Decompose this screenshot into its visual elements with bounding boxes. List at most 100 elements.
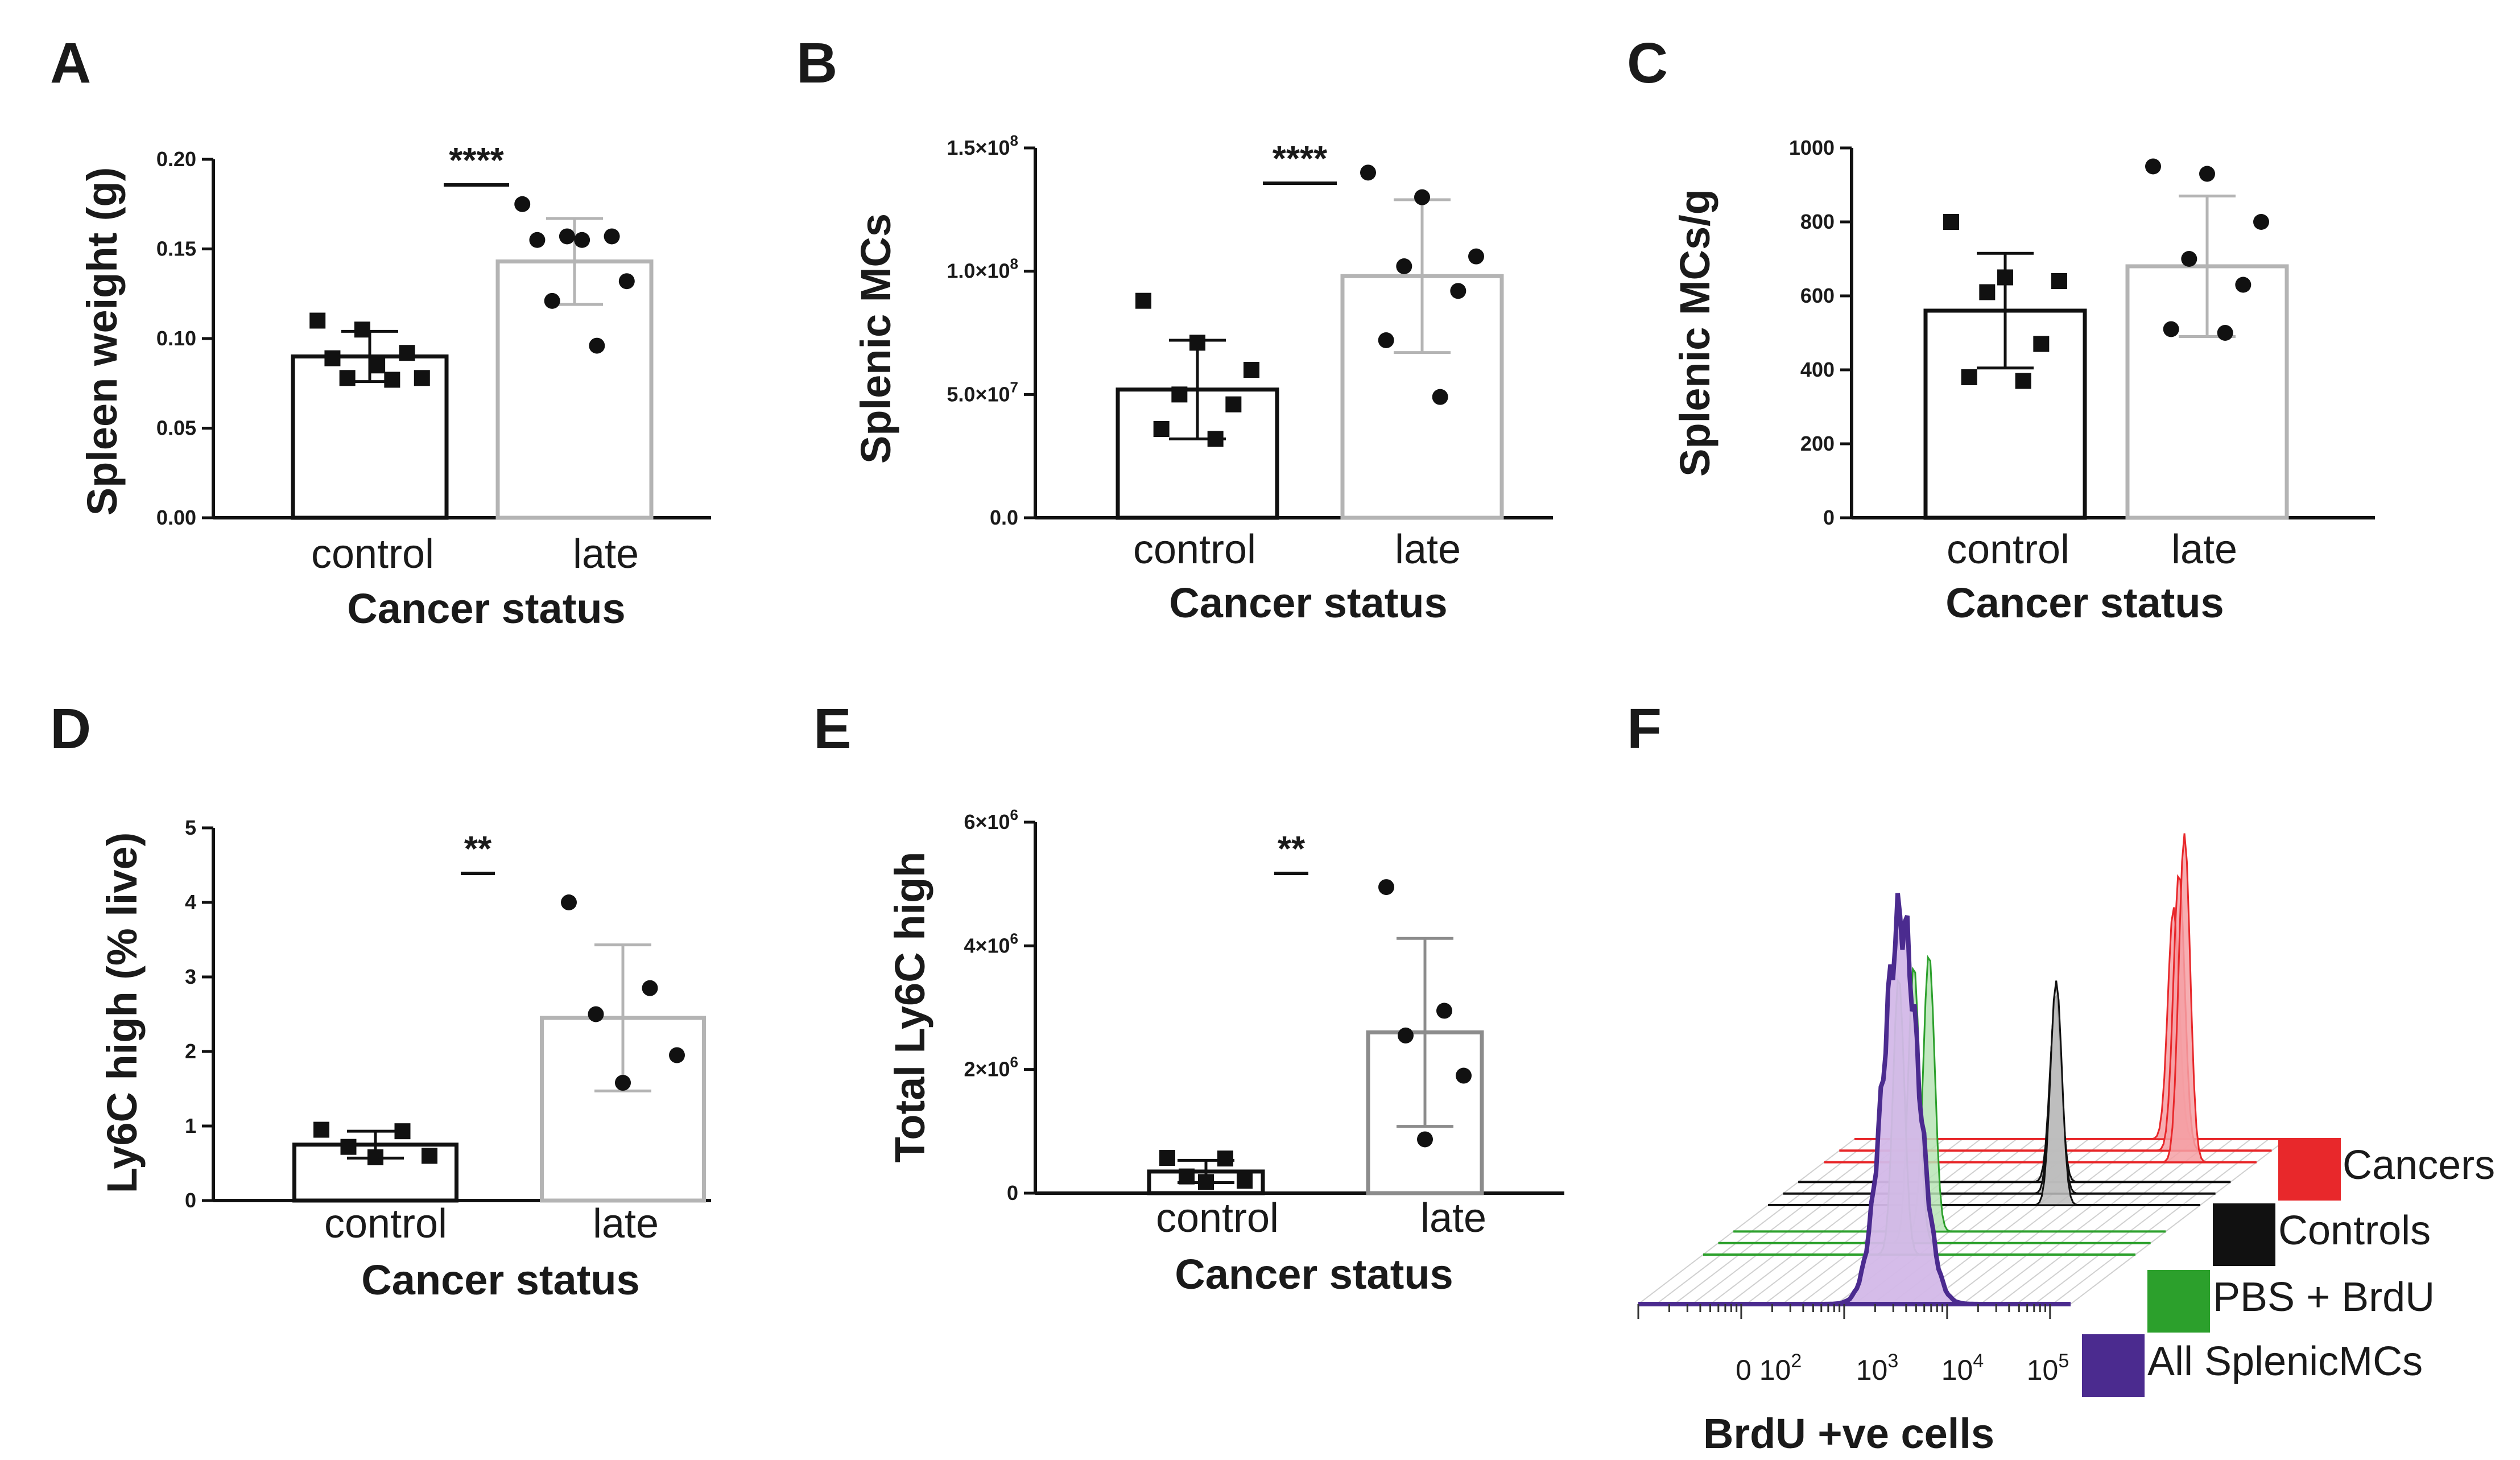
- data-point: [514, 196, 531, 212]
- data-point: [399, 345, 415, 361]
- significance-label: ****: [449, 141, 504, 180]
- y-tick-label: 1.5×108: [947, 132, 1018, 159]
- x-axis-title: Cancer status: [1945, 579, 2224, 626]
- y-tick-label: 4: [185, 890, 196, 914]
- grid-line: [2052, 1139, 2269, 1305]
- data-point: [1961, 369, 1977, 385]
- data-point: [1378, 879, 1394, 896]
- data-point: [414, 370, 430, 386]
- y-tick-label: 0.10: [156, 327, 196, 350]
- data-point: [588, 1006, 604, 1022]
- category-label: late: [2171, 527, 2237, 572]
- histogram-peak-1: [1798, 1004, 2231, 1183]
- panel-label: D: [50, 697, 91, 761]
- grid-line: [1638, 1139, 1855, 1305]
- legend-swatch: [2213, 1203, 2275, 1266]
- data-point: [2181, 251, 2197, 267]
- y-axis-title: Total Ly6C high: [886, 852, 933, 1163]
- x-tick-label: 103: [1856, 1350, 1899, 1386]
- y-axis-title: Splenic MCs: [852, 213, 899, 464]
- y-tick-label: 0.0: [990, 506, 1018, 529]
- data-point: [559, 228, 575, 245]
- histogram-peak-2: [1733, 955, 2166, 1232]
- y-tick-label: 5.0×107: [947, 378, 1018, 406]
- data-point: [574, 232, 590, 248]
- data-point: [2235, 277, 2252, 293]
- data-point: [2253, 214, 2269, 230]
- x-axis-title: Cancer status: [347, 585, 625, 632]
- legend-label: Controls: [2278, 1208, 2431, 1253]
- x-tick-label: 105: [2027, 1350, 2069, 1386]
- data-point: [1468, 248, 1484, 265]
- y-tick-label: 0.05: [156, 416, 196, 440]
- data-point: [1225, 396, 1242, 413]
- data-point: [1237, 1173, 1253, 1189]
- data-point: [1456, 1067, 1472, 1084]
- category-label: control: [324, 1201, 447, 1247]
- data-point: [1198, 1174, 1214, 1190]
- legend-swatch: [2082, 1334, 2145, 1397]
- y-tick-label: 0.15: [156, 237, 196, 261]
- y-tick-label: 0.20: [156, 147, 196, 171]
- significance-label: **: [1278, 830, 1306, 869]
- data-point: [1189, 335, 1205, 351]
- data-point: [2163, 321, 2179, 337]
- significance-label: ****: [1273, 139, 1328, 179]
- data-point: [384, 372, 400, 388]
- data-point: [2015, 373, 2031, 389]
- data-point: [669, 1047, 685, 1063]
- grid-line: [1656, 1139, 1873, 1305]
- data-point: [1217, 1150, 1233, 1167]
- category-label: control: [1156, 1195, 1279, 1241]
- grid-line: [2070, 1139, 2287, 1305]
- panel-label: A: [50, 31, 91, 95]
- legend-label: PBS + BrdU: [2213, 1275, 2435, 1320]
- x-tick-label: 102: [1759, 1350, 1802, 1386]
- y-tick-label: 6×106: [964, 806, 1018, 834]
- data-point: [324, 350, 341, 366]
- data-point: [604, 228, 620, 245]
- data-point: [1159, 1150, 1175, 1166]
- histogram-x-axis: 0 102 103 104 105: [1637, 1304, 2069, 1386]
- category-label: control: [1133, 527, 1256, 572]
- y-tick-label: 0: [1823, 506, 1835, 529]
- data-point: [1450, 283, 1466, 299]
- y-tick-label: 0: [185, 1189, 196, 1212]
- data-point: [589, 337, 605, 354]
- data-point: [615, 1075, 631, 1091]
- data-point: [1360, 164, 1376, 181]
- panel-label: F: [1627, 697, 1662, 761]
- y-tick-label: 1000: [1789, 136, 1835, 159]
- x-tick-label: 104: [1941, 1350, 1984, 1386]
- grid-line: [1944, 1139, 2161, 1305]
- grid-line: [1908, 1139, 2125, 1305]
- data-point: [369, 357, 386, 374]
- data-point: [2145, 158, 2161, 175]
- data-point: [1244, 362, 1259, 378]
- data-point: [1943, 214, 1959, 230]
- y-axis-title: Spleen weight (g): [79, 167, 126, 516]
- grid-line: [2034, 1139, 2252, 1305]
- legend-label: Cancers: [2343, 1143, 2495, 1188]
- data-point: [1153, 421, 1170, 437]
- histogram-peak-1: [1783, 993, 2216, 1195]
- data-point: [422, 1148, 437, 1164]
- panel-a: A 0.00 0.05 0.10 0.15 0.20 control late **** Canc…: [50, 31, 711, 632]
- data-point: [1979, 284, 1996, 300]
- data-point: [561, 894, 577, 910]
- histogram-peak-1: [1768, 980, 2200, 1206]
- data-point: [1135, 292, 1151, 309]
- data-point: [2033, 336, 2050, 352]
- category-label: late: [1395, 527, 1461, 572]
- y-tick-label: 2×106: [964, 1054, 1018, 1081]
- data-point: [2199, 166, 2215, 182]
- data-point: [529, 232, 546, 248]
- grid-line: [1674, 1139, 1891, 1305]
- grid-line: [1692, 1139, 1909, 1305]
- legend-swatch: [2278, 1138, 2341, 1201]
- y-tick-label: 0: [1007, 1181, 1018, 1205]
- panel-f: F 0 102 103 104 105 BrdU +ve cells Cancers Contr…: [1627, 697, 2495, 1457]
- y-tick-label: 400: [1800, 358, 1835, 381]
- x-axis-title: Cancer status: [361, 1256, 639, 1304]
